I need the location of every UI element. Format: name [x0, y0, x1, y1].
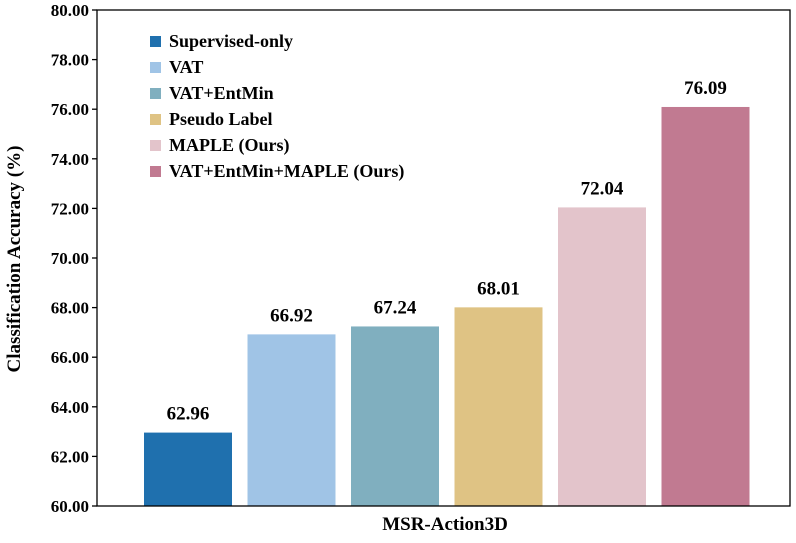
y-tick-label: 72.00: [51, 199, 89, 218]
legend-label: Supervised-only: [169, 31, 293, 51]
legend-label: MAPLE (Ours): [169, 135, 290, 156]
data-label: 66.92: [270, 305, 313, 326]
y-tick-label: 64.00: [51, 398, 89, 417]
data-label: 62.96: [167, 404, 210, 425]
data-label: 68.01: [477, 278, 520, 299]
y-tick-label: 74.00: [51, 150, 89, 169]
y-tick-label: 60.00: [51, 497, 89, 516]
legend-label: VAT+EntMin: [169, 83, 274, 103]
data-label: 76.09: [684, 78, 727, 99]
y-tick-label: 76.00: [51, 100, 89, 119]
bar-vat: [247, 334, 336, 506]
data-label: 67.24: [374, 297, 417, 318]
y-tick-label: 62.00: [51, 447, 89, 466]
x-axis-title: MSR-Action3D: [382, 514, 508, 535]
bar-vat-entmin: [351, 326, 439, 506]
data-label: 72.04: [581, 178, 624, 199]
y-axis-title: Classification Accuracy (%): [4, 146, 25, 373]
y-tick-label: 66.00: [51, 348, 89, 367]
legend-label: VAT: [169, 57, 203, 77]
bar-supervised-only: [144, 432, 232, 506]
y-tick-label: 78.00: [51, 51, 89, 70]
legend-swatch: [150, 36, 161, 47]
y-tick-label: 80.00: [51, 1, 89, 20]
legend-swatch: [150, 62, 161, 73]
legend-swatch: [150, 88, 161, 99]
legend-swatch: [150, 140, 161, 151]
y-tick-label: 68.00: [51, 299, 89, 318]
bar-pseudo-label: [454, 307, 543, 506]
y-tick-label: 70.00: [51, 249, 89, 268]
plot-area: 62.96 66.92 67.24 68.01 72.04 76.09 60.00 62.00…: [51, 1, 791, 516]
legend-swatch: [150, 114, 161, 125]
legend-label: Pseudo Label: [169, 109, 273, 129]
bar-vat-entmin-maple-ours: [661, 106, 750, 506]
legend-label: VAT+EntMin+MAPLE (Ours): [169, 161, 404, 182]
y-axis-title-group: Classification Accuracy (%): [4, 146, 25, 373]
legend-swatch: [150, 166, 161, 177]
bar-maple-ours: [558, 207, 646, 506]
